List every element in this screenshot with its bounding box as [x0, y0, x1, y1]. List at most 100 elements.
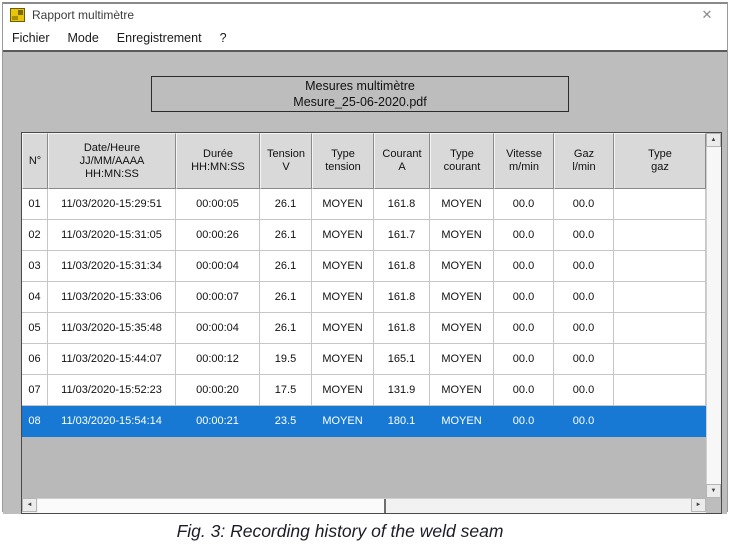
table-cell-vitesse: 00.0	[494, 251, 554, 282]
table-cell-type-tension: MOYEN	[312, 189, 374, 220]
scroll-left-icon[interactable]: ◄	[22, 498, 37, 512]
column-header-line: m/min	[509, 161, 539, 173]
table-cell-type-gaz	[614, 313, 706, 344]
column-header-line: JJ/MM/AAAA	[79, 154, 145, 167]
menu-item-help[interactable]: ?	[219, 31, 227, 45]
vertical-scrollbar[interactable]: ▲ ▼	[706, 133, 721, 498]
table-cell-courant: 161.7	[374, 220, 430, 251]
column-header-courant[interactable]: Courant A	[374, 133, 430, 189]
column-header-line: gaz	[651, 161, 669, 173]
table-cell-date-heure: 11/03/2020-15:35:48	[48, 313, 176, 344]
table-cell-tension: 26.1	[260, 251, 312, 282]
table-row[interactable]: 06 11/03/2020-15:44:07 00:00:12 19.5 MOYEN 16…	[22, 344, 706, 375]
table-row[interactable]: 08 11/03/2020-15:54:14 00:00:21 23.5 MOYEN 18…	[22, 406, 706, 437]
table-cell-duree: 00:00:04	[176, 313, 260, 344]
table-cell-courant: 161.8	[374, 251, 430, 282]
table-cell-tension: 26.1	[260, 313, 312, 344]
table-cell-type-courant: MOYEN	[430, 220, 494, 251]
horizontal-scrollbar[interactable]: ◄ ►	[22, 498, 706, 513]
column-header-type-courant[interactable]: Type courant	[430, 133, 494, 189]
column-header-line: Gaz	[573, 148, 595, 160]
column-header-duree[interactable]: Durée HH:MN:SS	[176, 133, 260, 189]
scroll-up-icon[interactable]: ▲	[706, 133, 721, 147]
column-header-line: Tension	[267, 148, 305, 160]
column-header-vitesse[interactable]: Vitesse m/min	[494, 133, 554, 189]
table-cell-type-courant: MOYEN	[430, 282, 494, 313]
table-cell-num: 04	[22, 282, 48, 313]
table-cell-type-tension: MOYEN	[312, 313, 374, 344]
table-cell-duree: 00:00:05	[176, 189, 260, 220]
table-row[interactable]: 01 11/03/2020-15:29:51 00:00:05 26.1 MOYEN 16…	[22, 189, 706, 220]
table-cell-type-courant: MOYEN	[430, 189, 494, 220]
app-window: Rapport multimètre ✕ Fichier Mode Enregist…	[2, 2, 728, 514]
menu-item-fichier[interactable]: Fichier	[12, 31, 50, 45]
table-cell-courant: 180.1	[374, 406, 430, 437]
table-cell-type-gaz	[614, 375, 706, 406]
scroll-right-icon[interactable]: ►	[691, 498, 706, 512]
column-header-type-tension[interactable]: Type tension	[312, 133, 374, 189]
table-cell-num: 01	[22, 189, 48, 220]
table-row[interactable]: 05 11/03/2020-15:35:48 00:00:04 26.1 MOYEN 16…	[22, 313, 706, 344]
title-bar: Rapport multimètre ✕	[3, 4, 727, 26]
table-cell-type-courant: MOYEN	[430, 406, 494, 437]
table-cell-type-tension: MOYEN	[312, 406, 374, 437]
menu-item-enregistrement[interactable]: Enregistrement	[116, 31, 202, 45]
report-title: Mesures multimètre	[305, 79, 415, 93]
column-header-gaz[interactable]: Gaz l/min	[554, 133, 614, 189]
table-cell-date-heure: 11/03/2020-15:31:34	[48, 251, 176, 282]
table-cell-gaz: 00.0	[554, 313, 614, 344]
scrollbar-corner	[706, 498, 721, 513]
column-header-tension[interactable]: Tension V	[260, 133, 312, 189]
column-header-line: Durée	[203, 148, 233, 160]
column-header-date-heure[interactable]: Date/Heure JJ/MM/AAAA HH:MN:SS	[48, 133, 176, 189]
table-cell-tension: 26.1	[260, 282, 312, 313]
measurement-table: N° Date/Heure JJ/MM/AAAA HH:MN:SS Durée HH:MN…	[21, 132, 722, 514]
table-row[interactable]: 07 11/03/2020-15:52:23 00:00:20 17.5 MOYEN 13…	[22, 375, 706, 406]
table-cell-type-gaz	[614, 344, 706, 375]
column-header-line: A	[398, 161, 406, 173]
menu-item-mode[interactable]: Mode	[67, 31, 99, 45]
table-row[interactable]: 02 11/03/2020-15:31:05 00:00:26 26.1 MOYEN 16…	[22, 220, 706, 251]
column-header-line: courant	[443, 161, 481, 173]
horizontal-scrollbar-thumb[interactable]	[38, 499, 386, 513]
table-cell-tension: 26.1	[260, 220, 312, 251]
column-header-line: N°	[28, 154, 42, 167]
scroll-down-icon[interactable]: ▼	[706, 484, 721, 498]
table-body: 01 11/03/2020-15:29:51 00:00:05 26.1 MOYEN 16…	[22, 189, 706, 437]
figure-caption: Fig. 3: Recording history of the weld se…	[176, 521, 504, 541]
table-cell-type-tension: MOYEN	[312, 251, 374, 282]
table-cell-vitesse: 00.0	[494, 282, 554, 313]
table-cell-vitesse: 00.0	[494, 313, 554, 344]
column-header-line: Type	[331, 148, 355, 160]
column-header-line: HH:MN:SS	[85, 167, 139, 180]
table-cell-vitesse: 00.0	[494, 344, 554, 375]
table-cell-date-heure: 11/03/2020-15:52:23	[48, 375, 176, 406]
table-cell-num: 07	[22, 375, 48, 406]
table-cell-num: 06	[22, 344, 48, 375]
column-header-type-gaz[interactable]: Type gaz	[614, 133, 706, 189]
table-cell-vitesse: 00.0	[494, 375, 554, 406]
table-cell-vitesse: 00.0	[494, 189, 554, 220]
table-cell-type-courant: MOYEN	[430, 344, 494, 375]
column-header-line: Date/Heure	[83, 141, 141, 154]
column-header-line: Courant	[382, 148, 422, 160]
report-header-box: Mesures multimètre Mesure_25-06-2020.pdf	[151, 76, 569, 112]
window-title: Rapport multimètre	[32, 8, 135, 22]
column-header-line: Type	[648, 148, 672, 160]
column-header-line: V	[282, 161, 290, 173]
table-cell-courant: 131.9	[374, 375, 430, 406]
table-cell-vitesse: 00.0	[494, 406, 554, 437]
table-cell-duree: 00:00:04	[176, 251, 260, 282]
table-row[interactable]: 03 11/03/2020-15:31:34 00:00:04 26.1 MOYEN 16…	[22, 251, 706, 282]
app-logo-icon	[10, 8, 25, 22]
table-cell-type-tension: MOYEN	[312, 375, 374, 406]
column-header-num[interactable]: N°	[22, 133, 48, 189]
table-cell-type-courant: MOYEN	[430, 313, 494, 344]
table-cell-type-gaz	[614, 189, 706, 220]
table-cell-tension: 26.1	[260, 189, 312, 220]
table-cell-type-gaz	[614, 282, 706, 313]
table-cell-duree: 00:00:20	[176, 375, 260, 406]
close-icon[interactable]: ✕	[701, 7, 713, 22]
table-row[interactable]: 04 11/03/2020-15:33:06 00:00:07 26.1 MOYEN 16…	[22, 282, 706, 313]
table-cell-type-tension: MOYEN	[312, 282, 374, 313]
